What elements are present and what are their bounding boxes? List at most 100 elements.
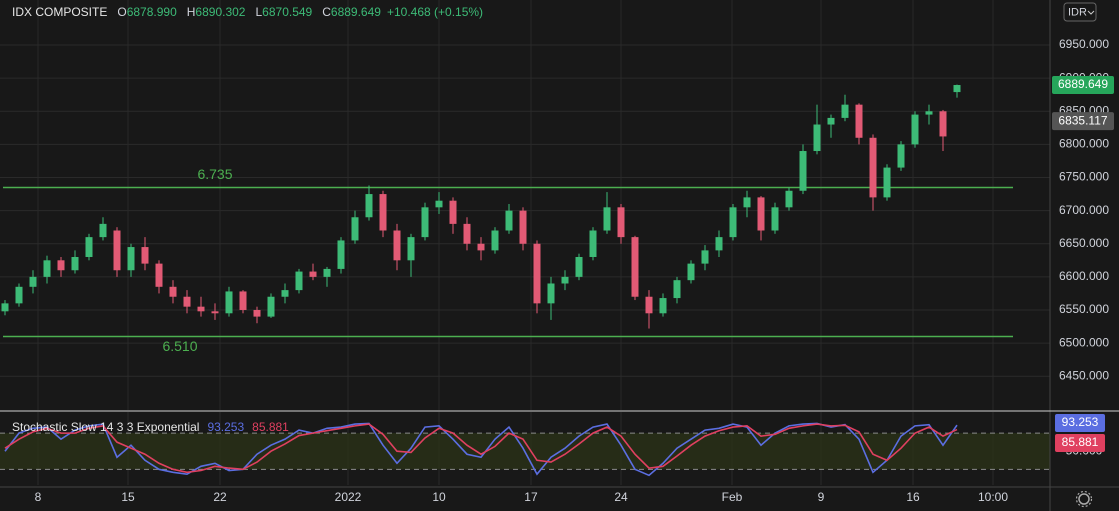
candle-body xyxy=(645,296,653,314)
candle-body xyxy=(547,283,555,304)
change: +10.468 (+0.15%) xyxy=(387,5,483,19)
candle-body xyxy=(603,207,611,231)
y-tick-label: 6750.000 xyxy=(1059,170,1109,184)
candle-body xyxy=(71,256,79,271)
y-tick-label: 6700.000 xyxy=(1059,203,1109,217)
price-tag-label: 6889.649 xyxy=(1058,77,1108,91)
candle-body xyxy=(715,237,723,251)
candle-body xyxy=(183,296,191,307)
x-tick-label: 16 xyxy=(906,490,920,504)
x-tick-label: 15 xyxy=(121,490,135,504)
candle-body xyxy=(533,243,541,304)
y-tick-label: 6550.000 xyxy=(1059,302,1109,316)
candle-body xyxy=(127,247,135,271)
candle-body xyxy=(141,247,149,264)
x-tick-label: Feb xyxy=(722,490,743,504)
candle-body xyxy=(785,190,793,208)
candle-body xyxy=(925,111,933,115)
candle-body xyxy=(477,243,485,251)
currency-label[interactable]: IDR xyxy=(1068,6,1087,18)
ohlc-key: O xyxy=(117,5,126,19)
candle-body xyxy=(575,256,583,277)
candle-body xyxy=(617,207,625,238)
candle-body xyxy=(953,85,961,93)
candle-body xyxy=(337,240,345,269)
candle-body xyxy=(169,286,177,297)
value-tag-label: 85.881 xyxy=(1062,435,1099,449)
candle-body xyxy=(827,117,835,125)
x-tick-label: 10 xyxy=(432,490,446,504)
price-tag xyxy=(1052,112,1114,131)
indicator-title: Stochastic Slow 14 3 3 Exponential xyxy=(12,420,199,434)
candle-body xyxy=(561,276,569,284)
y-tick-label: 6950.000 xyxy=(1059,37,1109,51)
candle-body xyxy=(799,151,807,191)
candle-body xyxy=(813,124,821,152)
candle-body xyxy=(85,237,93,257)
indicator-value: 85.881 xyxy=(252,420,289,434)
currency-box[interactable] xyxy=(1063,2,1097,22)
x-tick-label: 8 xyxy=(35,490,42,504)
candle-body xyxy=(463,223,471,244)
candle-body xyxy=(267,296,275,317)
y-tick-label: 6600.000 xyxy=(1059,269,1109,283)
gear-icon[interactable] xyxy=(1078,493,1090,505)
y-tick-label: 6650.000 xyxy=(1059,236,1109,250)
value-tag xyxy=(1055,434,1105,452)
candle-body xyxy=(911,114,919,145)
value-tag xyxy=(1055,414,1105,432)
candle-body xyxy=(687,263,695,281)
x-tick-label: 9 xyxy=(818,490,825,504)
indicator-value: 93.253 xyxy=(207,420,244,434)
candle-body xyxy=(449,200,457,224)
candle-body xyxy=(701,250,709,264)
candle-body xyxy=(421,207,429,238)
stochastic-line xyxy=(4,423,958,474)
candle-body xyxy=(365,194,373,218)
stochastic-line xyxy=(4,422,958,477)
candle-body xyxy=(239,291,247,310)
candle-body xyxy=(897,144,905,168)
x-tick-label: 17 xyxy=(524,490,538,504)
candle-body xyxy=(379,194,387,231)
candle-body xyxy=(841,104,849,118)
candle-body xyxy=(939,111,947,137)
y-tick-label: 6800.000 xyxy=(1059,137,1109,151)
candle-body xyxy=(491,230,499,251)
ohlc-key: L xyxy=(255,5,262,19)
currency-button[interactable]: IDR xyxy=(1063,2,1097,22)
chart-legend: IDX COMPOSITE O6878.990 H6890.302 L6870.549… xyxy=(12,5,483,19)
candle-body xyxy=(757,197,765,231)
x-tick-label: 22 xyxy=(213,490,227,504)
x-tick-label: 2022 xyxy=(335,490,362,504)
candle-body xyxy=(351,217,359,241)
candle-body xyxy=(113,230,121,271)
x-tick-label: 10:00 xyxy=(978,490,1008,504)
candle-body xyxy=(99,223,107,238)
candle-body xyxy=(225,291,233,314)
indicator-legend: Stochastic Slow 14 3 3 Exponential 93.253… xyxy=(12,420,289,434)
candle-body xyxy=(729,207,737,238)
y-tick-label: 6450.000 xyxy=(1059,368,1109,382)
candle-body xyxy=(1,303,9,312)
candle-body xyxy=(505,210,513,231)
candle-body xyxy=(407,237,415,261)
candle-body xyxy=(43,260,51,277)
price-tag xyxy=(1052,76,1114,95)
candle-body xyxy=(589,230,597,257)
candle-body xyxy=(155,263,163,287)
candle-body xyxy=(393,230,401,261)
dropdown-arrow[interactable] xyxy=(1087,10,1095,15)
x-tick-label: 24 xyxy=(614,490,628,504)
candle-body xyxy=(855,104,863,138)
ohlc-value: 6890.302 xyxy=(195,5,245,19)
candle-body xyxy=(29,276,37,287)
value-tag-label: 93.253 xyxy=(1062,415,1099,429)
settings-button[interactable] xyxy=(1075,490,1093,508)
gear-ring[interactable] xyxy=(1075,490,1093,508)
candle-body xyxy=(309,271,317,277)
symbol: IDX COMPOSITE xyxy=(12,5,107,19)
